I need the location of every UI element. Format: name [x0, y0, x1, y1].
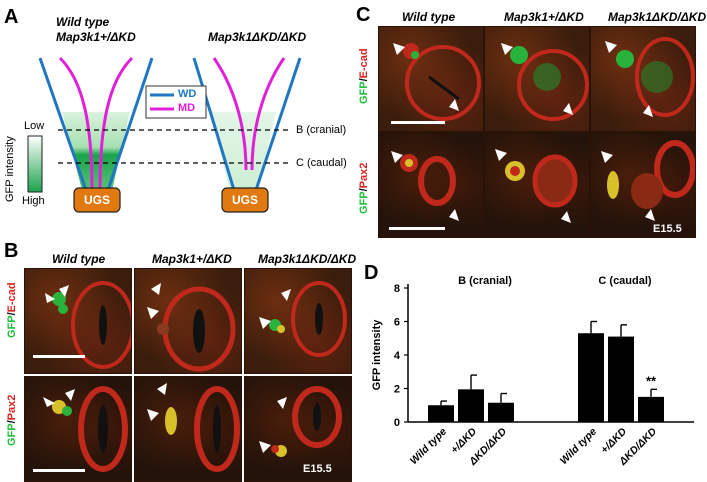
ugs-box-right — [221, 187, 269, 213]
panel-c-row1-label: GFP/E-cad — [358, 48, 370, 104]
colorbar-high-label: High — [22, 195, 45, 207]
x-tick-label: Wild type — [408, 426, 450, 468]
micrograph-c-wt-pax2 — [378, 132, 484, 238]
panel-b-row2-label: GFP/Pax2 — [6, 394, 18, 446]
significance-annotation: ** — [646, 373, 657, 388]
panel-c-col-title-2: Map3k1+/ΔKD — [504, 10, 584, 24]
md-line-right-b — [250, 57, 286, 171]
level-label-c: C (caudal) — [296, 157, 347, 169]
micrograph-b-wt-ecad — [24, 268, 132, 374]
micrograph-c-het-pax2 — [484, 132, 590, 238]
micrograph-c-het-ecad — [484, 26, 590, 132]
panel-d-label: D — [364, 262, 379, 284]
scale-bar — [391, 121, 445, 124]
stage-label-b: E15.5 — [303, 463, 332, 475]
wd-line-right-a — [192, 57, 236, 191]
ugs-label-right: UGS — [231, 193, 258, 207]
micrograph-b-het-ecad — [134, 268, 242, 374]
panel-c-row2-label: GFP/Pax2 — [358, 162, 370, 214]
scale-bar — [33, 355, 85, 358]
panel-c-col-title-3: Map3k1ΔKD/ΔKD — [608, 10, 707, 24]
bar — [458, 389, 484, 422]
panel-b-col-title-2: Map3k1+/ΔKD — [152, 252, 232, 266]
md-line-left-a — [58, 56, 94, 191]
md-line-right-a — [212, 57, 248, 171]
colorbar-low-label: Low — [24, 120, 45, 132]
micrograph-c-wt-ecad — [378, 26, 484, 132]
y-tick-label: 6 — [394, 317, 400, 329]
group-title: B (cranial) — [458, 275, 512, 287]
bar — [608, 336, 634, 422]
x-tick-label: Wild type — [558, 426, 600, 468]
micrograph-b-hom-ecad — [244, 268, 352, 374]
scale-bar — [33, 469, 85, 472]
y-tick-label: 4 — [394, 350, 401, 362]
ugs-label-left: UGS — [83, 193, 110, 207]
panel-a-schematic — [27, 56, 302, 213]
bar — [638, 396, 664, 422]
stage-label-c: E15.5 — [653, 223, 682, 235]
md-line-left-b — [98, 56, 134, 191]
panel-b-col-title-1: Wild type — [52, 252, 106, 266]
group-title: C (caudal) — [598, 275, 652, 287]
y-tick-label: 2 — [394, 384, 400, 396]
gfp-region-right — [210, 112, 276, 190]
ugs-box-left — [73, 187, 121, 213]
micrograph-b-wt-pax2 — [24, 376, 132, 482]
panel-b-label: B — [4, 240, 19, 262]
panel-c-label: C — [356, 4, 371, 26]
scale-bar — [389, 227, 445, 230]
legend-wd-label: WD — [178, 88, 197, 100]
bar — [488, 402, 514, 422]
legend-md-label: MD — [178, 102, 196, 114]
y-tick-label: 8 — [394, 283, 400, 295]
micrograph-b-het-pax2 — [134, 376, 242, 482]
panel-a-title-left-2: Map3k1+/ΔKD — [56, 30, 136, 44]
bar — [578, 333, 604, 422]
panel-b-row1-label: GFP/E-cad — [6, 282, 18, 338]
wd-line-left-a — [38, 57, 88, 191]
panel-a-label: A — [4, 6, 19, 28]
level-label-b: B (cranial) — [296, 124, 347, 136]
panel-a-title-right: Map3k1ΔKD/ΔKD — [208, 30, 307, 44]
panel-c-col-title-1: Wild type — [402, 10, 456, 24]
micrograph-c-hom-ecad — [590, 26, 696, 132]
micrograph-c-hom-pax2: E15.5 — [590, 132, 696, 238]
wd-line-right-b — [254, 57, 302, 191]
wd-line-left-b — [106, 57, 154, 191]
colorbar-axis-label: GFP intensity — [4, 136, 16, 202]
panel-a-title-left-1: Wild type — [56, 15, 110, 29]
panel-b-col-title-3: Map3k1ΔKD/ΔKD — [258, 252, 357, 266]
legend-box — [145, 85, 207, 119]
y-tick-label: 0 — [394, 417, 400, 429]
y-axis-label: GFP intensity — [371, 319, 383, 391]
micrograph-b-hom-pax2: E15.5 — [244, 376, 352, 482]
bar — [428, 405, 454, 422]
gfp-colorbar — [27, 135, 43, 193]
